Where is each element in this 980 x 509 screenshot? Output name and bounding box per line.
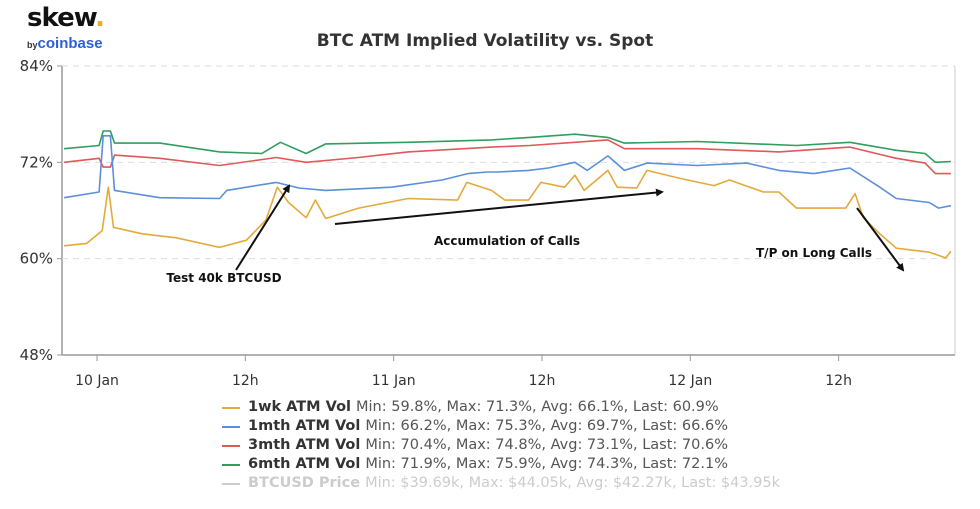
annotation-arrow-test-40k: [235, 184, 291, 271]
legend: 1wk ATM Vol Min: 59.8%, Max: 71.3%, Avg: …: [222, 398, 780, 493]
annotation-arrow-tp: [856, 207, 905, 272]
logo-brand: skew: [27, 3, 96, 33]
logo-subline: bycoinbase: [27, 34, 104, 54]
y-tick-label: 48%: [20, 346, 53, 364]
legend-series-stats: Min: 66.2%, Max: 75.3%, Avg: 69.7%, Last…: [365, 418, 728, 434]
legend-item-1mth-atm-vol[interactable]: 1mth ATM Vol Min: 66.2%, Max: 75.3%, Avg:…: [222, 417, 780, 436]
grid: [61, 65, 956, 356]
y-tick-label: 72%: [20, 153, 53, 171]
legend-swatch: [222, 425, 240, 428]
legend-swatch: [222, 463, 240, 466]
x-tick-label: 12h: [529, 373, 556, 389]
logo-coinbase: coinbase: [37, 35, 103, 52]
legend-series-stats: Min: 71.9%, Max: 75.9%, Avg: 74.3%, Last…: [365, 456, 728, 472]
logo-by: by: [27, 40, 38, 50]
logo-wordmark: skew.: [27, 2, 105, 34]
x-tick-label: 10 Jan: [75, 373, 119, 389]
legend-series-stats: Min: $39.69k, Max: $44.05k, Avg: $42.27k…: [365, 475, 781, 491]
annotation-arrow-accumulation: [334, 188, 664, 225]
x-tick-label: 12 Jan: [668, 373, 712, 389]
annotation-test-40k: Test 40k BTCUSD: [166, 271, 281, 285]
logo-dot: .: [95, 3, 105, 33]
x-tick-label: 11 Jan: [372, 373, 416, 389]
legend-series-name: 1mth ATM Vol: [248, 418, 361, 434]
legend-swatch: [222, 406, 240, 409]
legend-item-btcusd-price[interactable]: BTCUSD Price Min: $39.69k, Max: $44.05k, …: [222, 474, 780, 493]
series-lines: [63, 130, 952, 259]
annotations: Test 40k BTCUSD Accumulation of Calls T/…: [166, 184, 905, 285]
legend-series-name: BTCUSD Price: [248, 475, 361, 491]
legend-series-name: 3mth ATM Vol: [248, 437, 361, 453]
x-tick-label: 12h: [232, 373, 259, 389]
legend-item-6mth-atm-vol[interactable]: 6mth ATM Vol Min: 71.9%, Max: 75.9%, Avg:…: [222, 455, 780, 474]
series-line-1wk-atm-vol: [64, 169, 952, 259]
legend-series-stats: Min: 59.8%, Max: 71.3%, Avg: 66.1%, Last…: [356, 399, 719, 415]
legend-series-stats: Min: 70.4%, Max: 74.8%, Avg: 73.1%, Last…: [365, 437, 728, 453]
x-axis: 10 Jan 12h 11 Jan 12h 12 Jan 12h: [75, 355, 852, 389]
chart-title: BTC ATM Implied Volatility vs. Spot: [317, 31, 653, 51]
x-tick-label: 12h: [825, 373, 852, 389]
y-axis: 84% 72% 60% 48%: [20, 57, 62, 364]
y-tick-label: 60%: [20, 250, 53, 268]
annotation-tp-long-calls: T/P on Long Calls: [756, 246, 872, 260]
legend-series-name: 6mth ATM Vol: [248, 456, 361, 472]
series-line-6mth-atm-vol: [64, 130, 951, 164]
legend-item-3mth-atm-vol[interactable]: 3mth ATM Vol Min: 70.4%, Max: 74.8%, Avg:…: [222, 436, 780, 455]
legend-swatch: [222, 482, 240, 485]
skew-logo: skew. bycoinbase: [27, 2, 105, 54]
y-tick-label: 84%: [20, 57, 53, 75]
series-line-1mth-atm-vol: [63, 135, 952, 209]
annotation-accumulation: Accumulation of Calls: [434, 234, 580, 248]
series-line-3mth-atm-vol: [64, 139, 951, 175]
legend-series-name: 1wk ATM Vol: [248, 399, 352, 415]
legend-swatch: [222, 444, 240, 447]
legend-item-1wk-atm-vol[interactable]: 1wk ATM Vol Min: 59.8%, Max: 71.3%, Avg: …: [222, 398, 780, 417]
